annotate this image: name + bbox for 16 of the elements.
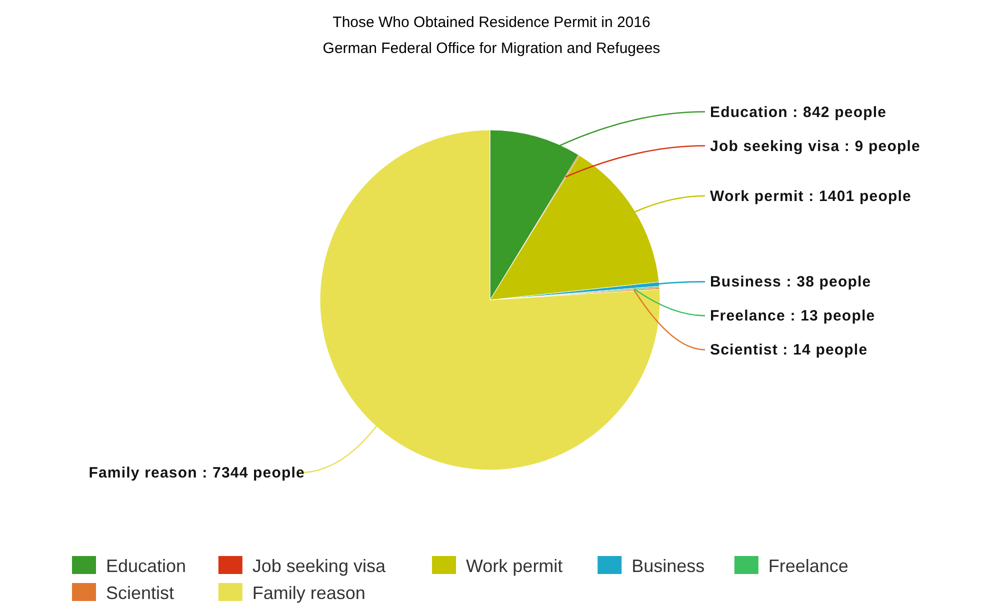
legend-label: Freelance — [768, 556, 848, 576]
legend-label: Family reason — [252, 583, 366, 603]
data-label: Work permit : 1401 people — [710, 188, 912, 205]
data-label: Scientist : 14 people — [710, 342, 868, 359]
legend-label: Business — [632, 556, 705, 576]
data-label: Freelance : 13 people — [710, 308, 876, 325]
data-label: Business : 38 people — [710, 274, 872, 291]
legend-label: Work permit — [466, 556, 563, 576]
legend-label: Scientist — [106, 583, 174, 603]
data-label: Job seeking visa : 9 people — [710, 138, 920, 155]
legend-label: Job seeking visa — [252, 556, 386, 576]
legend-label: Education — [106, 556, 186, 576]
chart-subtitle: German Federal Office for Migration and Refugees — [322, 40, 660, 57]
data-label: Education : 842 people — [710, 104, 887, 121]
chart-title: Those Who Obtained Residence Permit in 2016 — [332, 14, 650, 31]
data-label: Family reason : 7344 people — [88, 464, 305, 482]
